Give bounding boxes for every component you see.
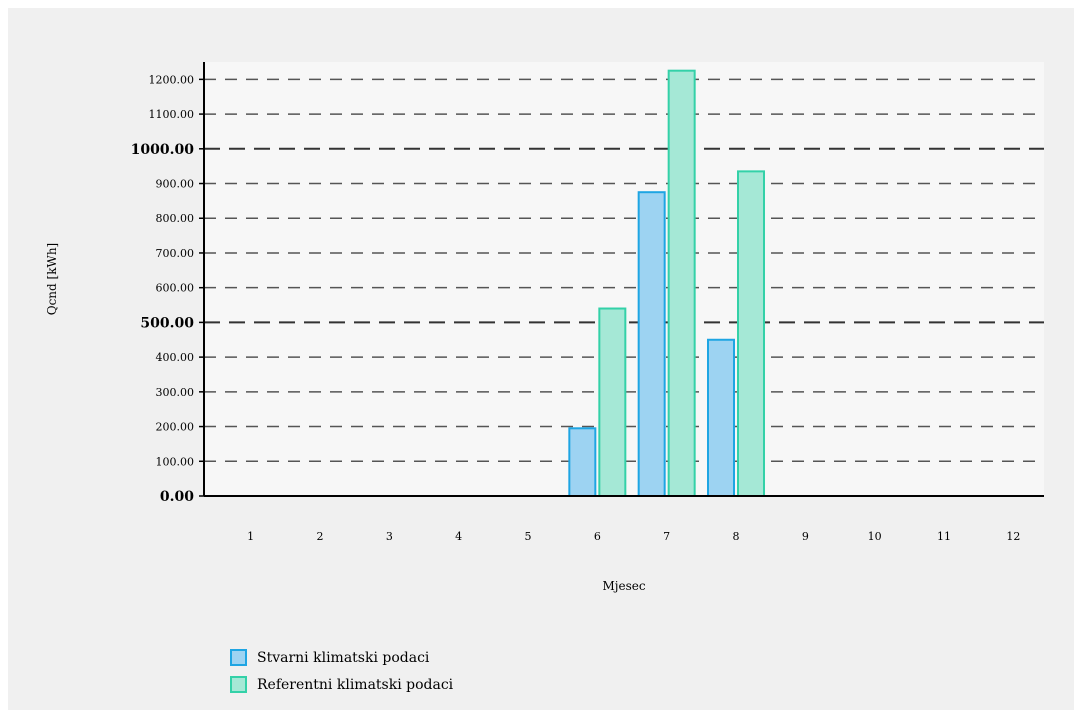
y-axis-title: Qcnd [kWh]: [45, 243, 59, 315]
y-tick-label-900.00: 900.00: [156, 178, 195, 191]
x-axis-title: Mjesec: [602, 579, 645, 593]
legend-label-referentni: Referentni klimatski podaci: [257, 676, 454, 693]
legend-swatch-stvarni: [230, 649, 247, 666]
legend-swatch-referentni: [230, 676, 247, 693]
bar-series2-month7: [667, 69, 696, 498]
legend: Stvarni klimatski podaci Referentni klim…: [230, 644, 453, 698]
bar-series1-month6: [568, 427, 597, 497]
x-tick-label-5: 5: [525, 530, 532, 543]
bar-chart: 0.00 100.00 200.00 300.00 400.00 500.00 600.00…: [45, 62, 1044, 593]
y-tick-label-300.00: 300.00: [156, 386, 195, 399]
x-tick-label-11: 11: [937, 530, 951, 543]
x-tick-labels: 1 2 3 4 5 6 7 8 9 10 11 12: [247, 530, 1020, 543]
y-tick-label-1200.00: 1200.00: [149, 73, 195, 86]
y-tick-label-700.00: 700.00: [156, 247, 195, 260]
bar-series2-month8: [737, 170, 765, 497]
legend-item-stvarni[interactable]: Stvarni klimatski podaci: [230, 644, 453, 671]
x-tick-label-4: 4: [455, 530, 462, 543]
x-tick-label-8: 8: [733, 530, 740, 543]
y-tick-label-500.00: 500.00: [140, 315, 194, 331]
x-tick-label-9: 9: [802, 530, 809, 543]
chart-container: 0.00 100.00 200.00 300.00 400.00 500.00 600.00…: [8, 8, 1074, 710]
x-tick-label-6: 6: [594, 530, 601, 543]
y-tick-labels: 0.00 100.00 200.00 300.00 400.00 500.00 600.00…: [131, 73, 195, 505]
x-tick-label-10: 10: [868, 530, 882, 543]
x-tick-label-2: 2: [317, 530, 324, 543]
x-tick-label-3: 3: [386, 530, 393, 543]
legend-item-referentni[interactable]: Referentni klimatski podaci: [230, 671, 453, 698]
y-tick-label-400.00: 400.00: [156, 351, 195, 364]
grid-lines: [199, 78, 1044, 497]
bar-series1-month8: [707, 338, 735, 498]
y-tick-label-800.00: 800.00: [156, 212, 195, 225]
y-tick-label-600.00: 600.00: [156, 282, 195, 295]
x-tick-label-12: 12: [1006, 530, 1020, 543]
y-tick-label-100.00: 100.00: [156, 455, 195, 468]
x-tick-label-1: 1: [247, 530, 254, 543]
bar-series1-month7: [637, 191, 666, 497]
y-tick-label-0.00: 0.00: [160, 489, 194, 505]
bar-series2-month6: [598, 307, 627, 497]
x-tick-label-7: 7: [663, 530, 670, 543]
y-tick-label-1000.00: 1000.00: [131, 142, 195, 158]
y-tick-label-200.00: 200.00: [156, 421, 195, 434]
legend-label-stvarni: Stvarni klimatski podaci: [257, 649, 430, 666]
y-tick-label-1100.00: 1100.00: [149, 108, 195, 121]
bars: [568, 69, 765, 498]
